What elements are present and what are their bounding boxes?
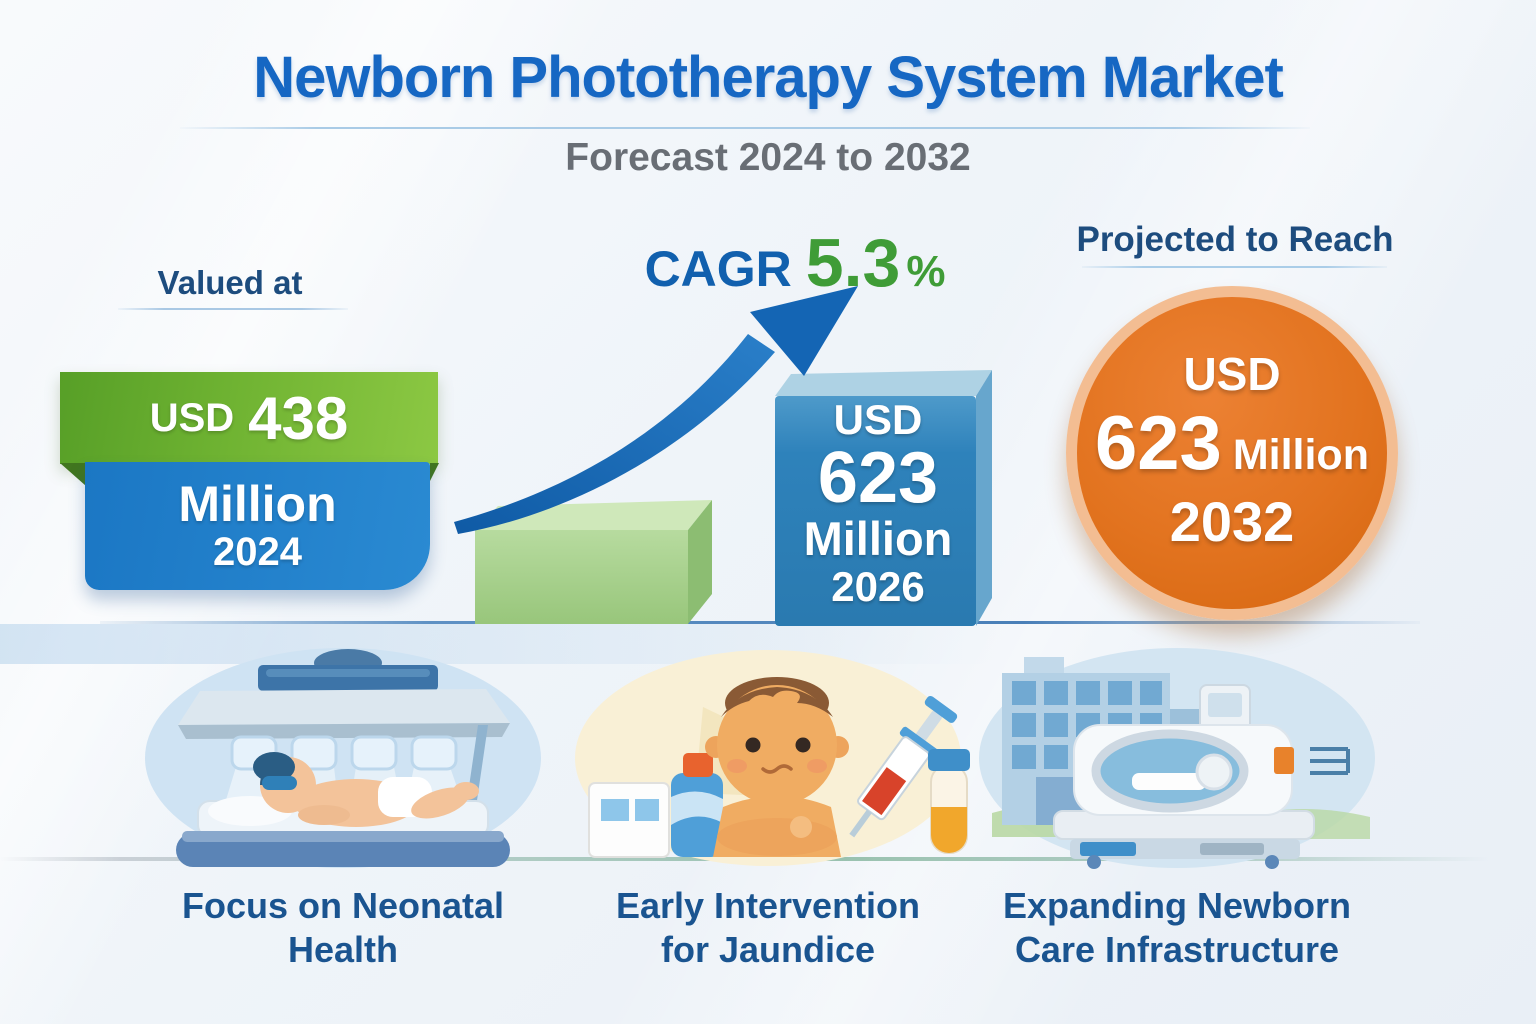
bar-2026-label: USD 623 Million 2026 — [788, 396, 968, 612]
growth-arrow-icon — [454, 286, 858, 534]
highlight-caption: Early Intervention for Jaundice — [553, 884, 983, 972]
valuation-year: 2024 — [213, 529, 302, 574]
bar-2026-year: 2026 — [831, 563, 925, 611]
highlight-neonatal-health: Focus on Neonatal Health — [128, 645, 558, 972]
valuation-unit: Million — [178, 475, 337, 532]
projected-divider — [1082, 266, 1387, 268]
phototherapy-baby-icon — [145, 648, 541, 868]
highlight-caption: Expanding Newborn Care Infrastructure — [962, 884, 1392, 972]
projection-currency: USD — [1183, 348, 1281, 401]
blue-bar-body — [775, 396, 976, 626]
valuation-currency: USD — [149, 395, 235, 440]
cagr-callout: CAGR 5.3 % — [610, 224, 980, 302]
valuation-value: 438 — [248, 384, 349, 452]
green-bar-side-face — [688, 500, 712, 624]
caption-line: Health — [287, 928, 399, 970]
blue-bar-side-face — [976, 370, 992, 626]
page-title: Newborn Phototherapy System Market — [253, 45, 1284, 110]
newborn-care-equipment-icon — [979, 648, 1375, 869]
blue-bar-top-face — [775, 370, 992, 396]
valued-at-label: Valued at — [157, 264, 303, 301]
projection-circle: USD 623 Million 2032 — [1066, 286, 1398, 620]
page-subtitle: Forecast 2024 to 2032 — [565, 136, 971, 179]
caption-line: Early Intervention — [615, 885, 921, 926]
highlight-caption: Focus on Neonatal Health — [128, 884, 558, 972]
cagr-percent-sign: % — [906, 247, 946, 296]
ribbon-fold-left — [60, 463, 86, 486]
valuation-ribbon-bottom: Million 2024 — [85, 462, 430, 590]
jaundice-baby-icon — [575, 650, 970, 866]
highlight-care-infrastructure: Expanding Newborn Care Infrastructure — [962, 645, 1392, 972]
valued-at-divider — [118, 308, 348, 310]
green-bar-body — [475, 530, 688, 624]
projection-year: 2032 — [1169, 489, 1295, 553]
projection-unit: Million — [1232, 430, 1369, 479]
caption-line: Care Infrastructure — [1014, 928, 1340, 970]
bar-2026-currency: USD — [833, 396, 923, 443]
valuation-ribbon-top: USD 438 — [60, 372, 438, 464]
projection-value: 623 — [1095, 400, 1222, 486]
cagr-label: CAGR — [644, 241, 792, 297]
caption-line: Expanding Newborn — [1002, 885, 1351, 926]
bar-2026-value: 623 — [817, 438, 939, 519]
projected-label: Projected to Reach — [1076, 220, 1394, 259]
bar-chart — [475, 370, 992, 626]
projection-value-row: 623 Million — [1095, 400, 1369, 487]
title-divider — [180, 127, 1310, 129]
caption-line: for Jaundice — [660, 928, 876, 970]
highlight-jaundice-intervention: Early Intervention for Jaundice — [553, 645, 983, 972]
chart-baseline — [100, 621, 1420, 624]
caption-line: Focus on Neonatal — [181, 885, 505, 926]
bar-2026-unit: Million — [803, 512, 953, 566]
ribbon-fold-right — [430, 463, 439, 481]
